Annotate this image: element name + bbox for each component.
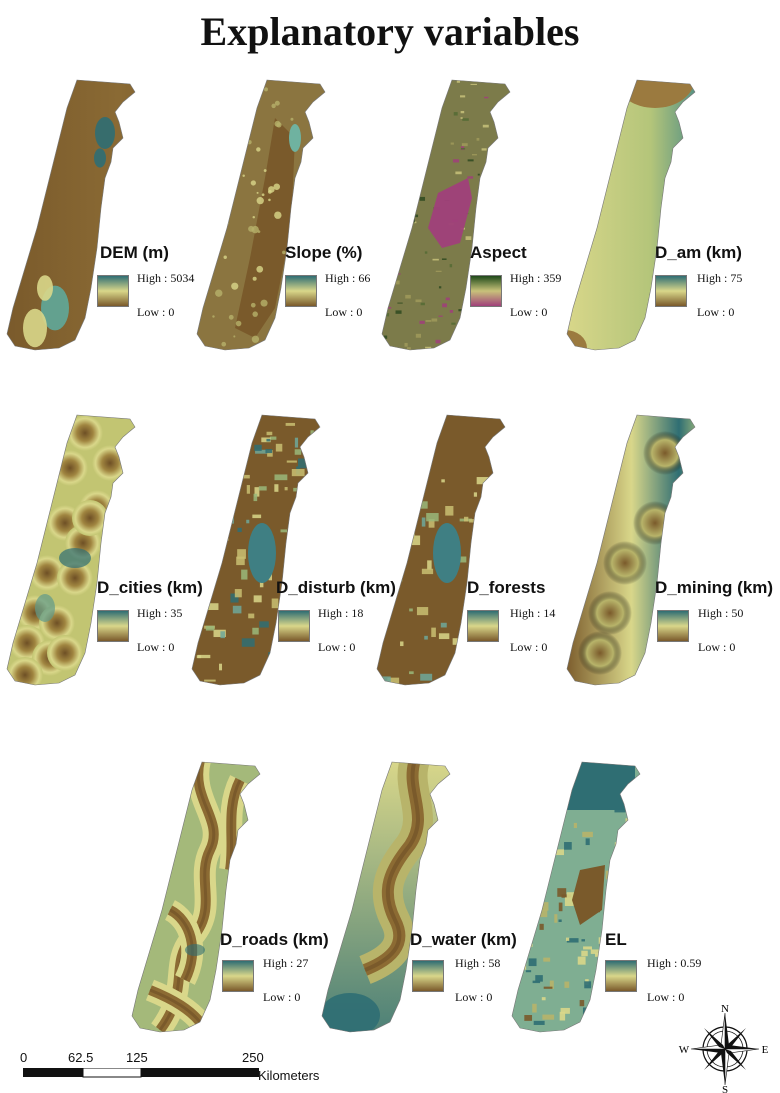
slope-legend-high: High : 66 [325, 271, 371, 285]
dem-legend-high: High : 5034 [137, 271, 195, 285]
aspect-legend-high: High : 359 [510, 271, 562, 285]
el-map [511, 761, 641, 1033]
d-forests-title: D_forests [467, 578, 546, 597]
aspect-legend-low: Low : 0 [510, 305, 548, 319]
compass-n: N [721, 1005, 729, 1015]
d-roads-title: D_roads (km) [220, 930, 329, 949]
d-am-legend-swatch [655, 275, 687, 307]
scale-tick-250: 250 [242, 1050, 264, 1065]
scale-tick-62-5: 62.5 [68, 1050, 94, 1065]
compass-e: E [762, 1044, 769, 1056]
d-roads-map [131, 761, 261, 1033]
panel-aspect: Aspect High : 359 Low : 0 [380, 79, 570, 410]
aspect-legend-swatch [470, 275, 502, 307]
panel-d-disturb: D_disturb (km) High : 18 Low : 0 [190, 414, 396, 745]
d-mining-legend-high: High : 50 [698, 606, 744, 620]
panel-d-am: D_am (km) High : 75 Low : 0 [565, 79, 755, 410]
d-mining-map [566, 414, 696, 686]
d-roads-legend-swatch [222, 960, 254, 992]
d-water-legend-high: High : 58 [455, 956, 501, 970]
panel-d-cities: D_cities (km) High : 35 Low : 0 [5, 414, 203, 745]
el-legend-high: High : 0.59 [647, 956, 702, 970]
d-mining-legend-low: Low : 0 [698, 640, 736, 654]
d-am-title: D_am (km) [655, 243, 742, 262]
d-roads-legend-high: High : 27 [263, 956, 309, 970]
d-disturb-legend-swatch [278, 610, 310, 642]
d-cities-map [6, 414, 136, 686]
scale-tick-125: 125 [126, 1050, 148, 1065]
scale-bar-graphic [23, 1068, 259, 1078]
d-cities-legend-low: Low : 0 [137, 640, 175, 654]
dem-legend-low: Low : 0 [137, 305, 175, 319]
d-disturb-title: D_disturb (km) [276, 578, 396, 597]
panel-d-forests: D_forests High : 14 Low : 0 [375, 414, 565, 745]
aspect-map [381, 79, 511, 351]
el-title: EL [605, 930, 627, 949]
panel-d-water: D_water (km) High : 58 Low : 0 [320, 760, 517, 1090]
panel-d-mining: D_mining (km) High : 50 Low : 0 [565, 414, 773, 745]
dem-legend-swatch [97, 275, 129, 307]
panel-d-roads: D_roads (km) High : 27 Low : 0 [130, 760, 329, 1090]
d-water-title: D_water (km) [410, 930, 517, 949]
compass-s: S [722, 1084, 728, 1093]
panel-dem: DEM (m) High : 5034 Low : 0 [5, 79, 195, 410]
d-forests-legend-high: High : 14 [510, 606, 556, 620]
d-water-legend-low: Low : 0 [455, 990, 493, 1004]
slope-title: Slope (%) [285, 243, 363, 262]
panel-slope: Slope (%) High : 66 Low : 0 [195, 79, 385, 410]
slope-map [196, 79, 326, 351]
dem-map [6, 79, 136, 351]
d-mining-legend-swatch [657, 610, 689, 642]
d-disturb-legend-high: High : 18 [318, 606, 364, 620]
d-forests-legend-swatch [467, 610, 499, 642]
el-legend-swatch [605, 960, 637, 992]
d-cities-legend-high: High : 35 [137, 606, 183, 620]
d-am-legend-low: Low : 0 [697, 305, 735, 319]
d-disturb-legend-low: Low : 0 [318, 640, 356, 654]
scale-bar: 0 62.5 125 250 Kilometers [20, 1050, 350, 1086]
compass-rose-icon: N S W E [679, 1005, 769, 1093]
aspect-title: Aspect [470, 243, 527, 262]
d-water-legend-swatch [412, 960, 444, 992]
d-forests-legend-low: Low : 0 [510, 640, 548, 654]
el-legend-low: Low : 0 [647, 990, 685, 1004]
dem-title: DEM (m) [100, 243, 169, 262]
compass-w: W [679, 1044, 690, 1056]
panel-el: EL High : 0.59 Low : 0 [510, 760, 702, 1090]
d-cities-legend-swatch [97, 610, 129, 642]
figure-title: Explanatory variables [200, 9, 580, 54]
d-cities-title: D_cities (km) [97, 578, 203, 597]
slope-legend-swatch [285, 275, 317, 307]
scale-tick-0: 0 [20, 1050, 28, 1065]
scale-unit: Kilometers [258, 1068, 320, 1083]
d-am-legend-high: High : 75 [697, 271, 743, 285]
d-roads-legend-low: Low : 0 [263, 990, 301, 1004]
d-mining-title: D_mining (km) [655, 578, 774, 597]
d-water-map [321, 761, 451, 1033]
slope-legend-low: Low : 0 [325, 305, 363, 319]
d-disturb-map [191, 414, 321, 686]
